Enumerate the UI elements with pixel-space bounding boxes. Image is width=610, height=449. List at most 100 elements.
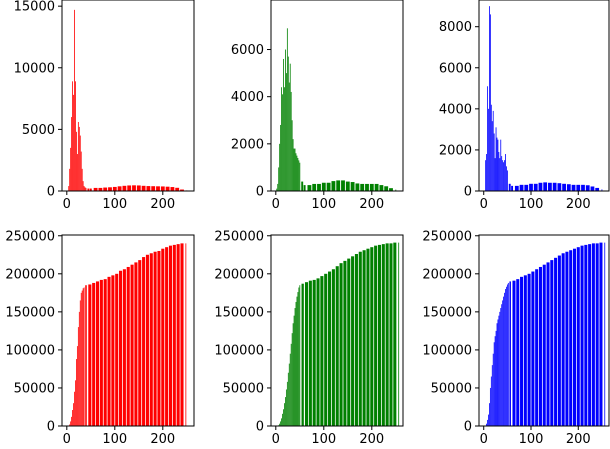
histogram-red-bar: [81, 168, 83, 191]
histogram-red-bar: [112, 186, 117, 191]
cumulative-green-bar: [299, 285, 301, 426]
cumulative-green-bar: [298, 287, 300, 426]
histogram-green-bar: [317, 183, 321, 191]
histogram-green-bar: [345, 181, 350, 191]
cumulative-green-bar: [339, 263, 343, 426]
cumulative-blue-bar: [531, 271, 535, 426]
histogram-green-bar: [374, 183, 379, 191]
histogram-red-bar: [93, 187, 98, 191]
histogram-blue-bar: [514, 185, 519, 191]
histogram-green-bar: [341, 180, 345, 191]
cumulative-green-bar: [287, 372, 289, 426]
histogram-blue-bar: [501, 156, 503, 191]
cumulative-red-bar: [168, 245, 173, 426]
cumulative-blue-bar: [497, 319, 499, 426]
histogram-green-bar: [292, 139, 294, 191]
cumulative-red-bar: [126, 266, 130, 426]
histogram-green-bar: [369, 183, 374, 191]
histogram-red-xtick-label: 100: [102, 197, 127, 212]
histogram-blue-bar: [552, 182, 557, 191]
cumulative-red-ytick-label: 100000: [5, 343, 55, 358]
cumulative-green-bar: [351, 256, 355, 426]
cumulative-green-ytick-label: 100000: [214, 343, 264, 358]
histogram-blue-bar: [490, 104, 492, 191]
cumulative-red-bar: [76, 359, 77, 426]
histogram-green-bar: [389, 188, 393, 191]
cumulative-blue-ytick-label: 150000: [422, 305, 472, 320]
histogram-blue-bar: [489, 14, 491, 191]
histogram-blue-bar: [601, 189, 603, 191]
cumulative-green-bar: [282, 413, 283, 426]
histogram-green-bar: [360, 183, 365, 191]
histogram-red-bar: [74, 9, 75, 191]
histogram-blue-bar: [504, 160, 505, 191]
cumulative-red-bar: [165, 247, 169, 426]
cumulative-red-bar: [77, 327, 79, 426]
histogram-green-bar: [276, 188, 278, 191]
histogram-red-bar: [78, 126, 80, 191]
cumulative-blue-bar: [501, 304, 503, 426]
histogram-green-xtick-label: 100: [311, 197, 336, 212]
cumulative-green-bar: [312, 279, 316, 426]
histogram-red-bar: [175, 187, 180, 191]
cumulative-green-bar: [335, 266, 339, 426]
cumulative-blue-bar: [561, 253, 565, 426]
cumulative-green-bar: [331, 269, 335, 426]
cumulative-green-bar: [370, 247, 374, 426]
cumulative-blue-bar: [495, 330, 497, 426]
cumulative-green-bar: [280, 421, 282, 426]
cumulative-blue-bar: [490, 376, 492, 426]
histogram-green-bar: [285, 73, 287, 191]
cumulative-red-bar: [88, 284, 92, 426]
histogram-blue-bar: [519, 184, 524, 191]
histogram-blue-bar: [492, 110, 494, 191]
histogram-red-bar: [108, 187, 112, 191]
histogram-blue-bar: [486, 154, 487, 191]
histogram-red-bar: [98, 187, 103, 191]
cumulative-green-bar: [289, 353, 291, 426]
histogram-green-bar: [280, 124, 282, 191]
cumulative-blue-bar: [486, 423, 487, 426]
cumulative-green-ytick-label: 0: [256, 420, 264, 435]
cumulative-green-xtick-label: 0: [272, 432, 280, 447]
cumulative-green-bar: [283, 409, 284, 426]
cumulative-blue-bar: [507, 282, 509, 426]
cumulative-green-bar: [320, 276, 324, 426]
cumulative-blue-bar: [488, 414, 489, 426]
cumulative-green-bar: [281, 418, 282, 426]
cumulative-red-panel: 0 100 200 0 50000 100000 150000 200000 250000: [5, 229, 195, 447]
histogram-blue-bar: [595, 187, 600, 191]
histogram-red-bar: [180, 189, 184, 191]
cumulative-green-xtick-label: 200: [359, 432, 384, 447]
histogram-blue-bar: [524, 184, 529, 191]
cumulative-blue-bar: [509, 281, 511, 426]
histogram-green-bar: [289, 63, 291, 191]
cumulative-green-bar: [296, 296, 298, 426]
cumulative-blue-xtick-label: 200: [566, 432, 591, 447]
histogram-green-bar: [301, 181, 304, 191]
cumulative-red-bar: [103, 279, 107, 426]
cumulative-green-bar: [347, 258, 351, 426]
histogram-green-bar: [298, 160, 300, 191]
cumulative-red-bar: [153, 251, 157, 426]
cumulative-red-xtick-label: 100: [102, 432, 127, 447]
histogram-blue-bar: [585, 185, 590, 191]
histogram-blue-bar: [489, 6, 490, 191]
cumulative-blue-bar: [500, 308, 502, 426]
cumulative-red-bar: [111, 275, 115, 426]
cumulative-blue-bar: [599, 242, 603, 426]
histogram-blue-bar: [494, 158, 496, 191]
histogram-green-ytick-label: 0: [256, 185, 264, 200]
cumulative-blue-bar: [584, 244, 588, 426]
cumulative-blue-bar: [499, 311, 501, 426]
cumulative-red-bar: [79, 300, 81, 426]
histogram-blue-bar: [485, 160, 487, 191]
cumulative-blue-bar: [591, 243, 595, 426]
histogram-red-bar: [70, 147, 72, 191]
histogram-green-bar: [283, 58, 284, 192]
histogram-blue-bar: [495, 127, 497, 191]
cumulative-green-bar: [389, 243, 393, 426]
histogram-blue-bar: [506, 166, 507, 191]
